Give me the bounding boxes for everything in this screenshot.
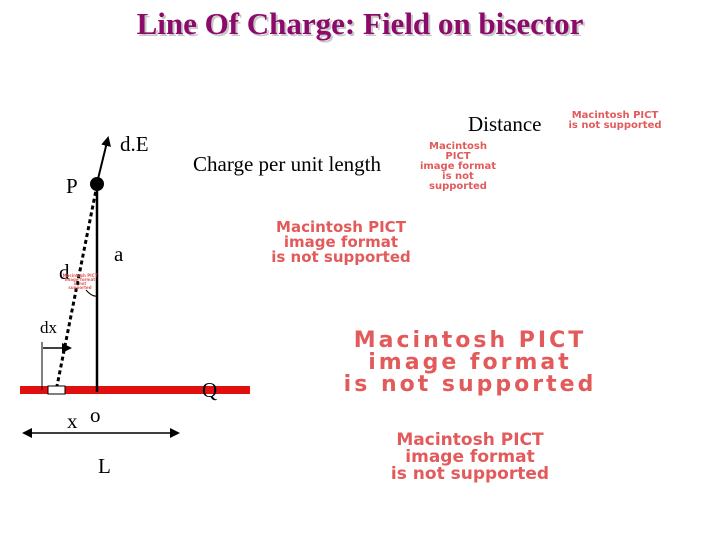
angle-arc [85,289,98,297]
pict-placeholder-main: Macintosh PICT image format is not support… [343,328,597,397]
charge-per-length-label: Charge per unit length [193,152,381,176]
length-label: L [98,454,111,478]
distance-label: Distance [468,112,542,136]
point-p-label: P [66,174,78,198]
q-label: Q [202,378,218,402]
origin-label: o [90,403,101,427]
charge-element [47,385,66,395]
slide-title: Line Of Charge: Field on bisector [136,6,584,41]
a-label: a [114,242,124,266]
point-p [90,177,104,191]
pict-placeholder-a: Macintosh PICT image format is not support… [271,218,411,266]
pict-placeholder-bottom: Macintosh PICT image format is not support… [390,430,550,484]
pict-placeholder-distance: Macintosh PICT is not supported [568,110,662,131]
pict-placeholder-angle: Macintosh PICT image format is not support… [62,273,98,290]
d-label: d [59,260,70,284]
field-arrow [96,136,111,184]
field-label: d.E [120,132,149,156]
charged-rod [20,386,250,394]
dx-label: dx [40,318,57,337]
x-label: x [67,409,78,433]
pict-placeholder-charge: Macintosh PICT image format is not support… [419,141,497,192]
